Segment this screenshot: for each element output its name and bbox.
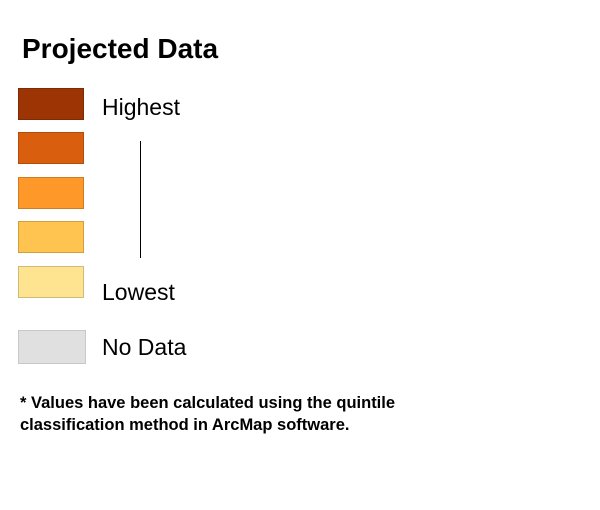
legend-swatch-lowest [18,266,84,298]
legend-swatch-highest [18,88,84,120]
footnote-line-2: classification method in ArcMap software… [20,416,350,434]
legend-footnote: * Values have been calculated using the … [20,392,580,436]
legend-label-lowest: Lowest [102,279,175,305]
legend-title: Projected Data [22,33,219,64]
legend-label-highest: Highest [102,94,180,120]
legend-label-no-data: No Data [102,334,187,360]
legend-swatch-middle [18,177,84,209]
legend-swatch-no-data [18,330,86,364]
legend-swatch-low [18,221,84,253]
legend-swatch-high [18,132,84,164]
footnote-line-1: * Values have been calculated using the … [20,394,396,412]
legend-range-line [140,141,141,258]
